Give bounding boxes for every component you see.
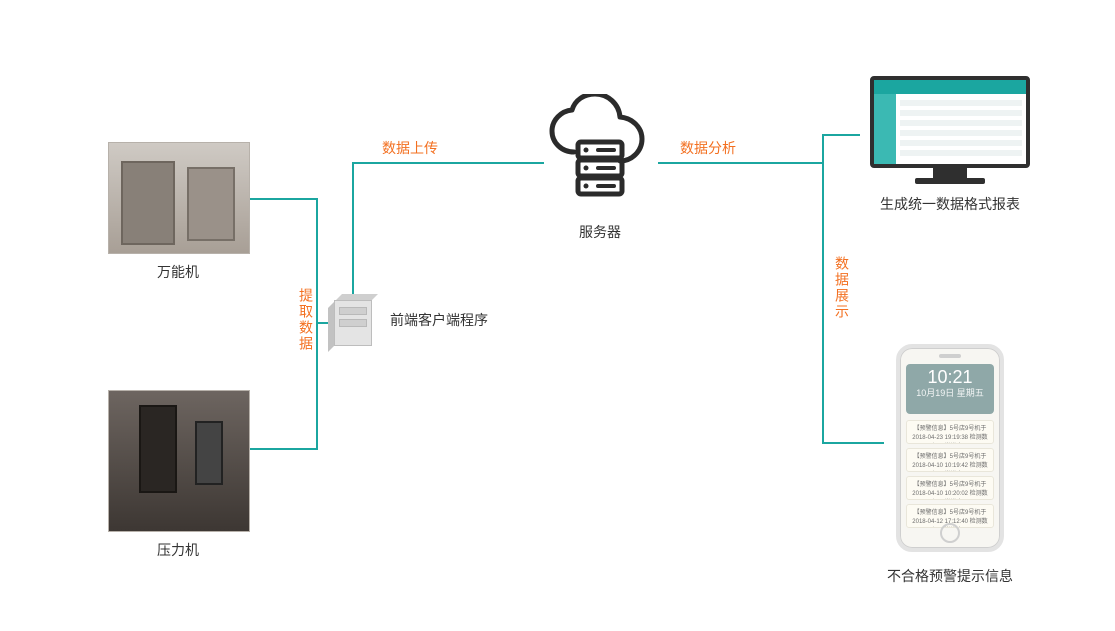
edge-m2-client-h (248, 448, 318, 450)
machine1-photo (108, 142, 250, 254)
phone-icon: 10:21 10月19日 星期五 【预警信息】5号店9号机于2018-04-23… (896, 344, 1004, 552)
edge-label-analyze: 数据分析 (680, 138, 736, 158)
phone-time: 10:21 (906, 368, 994, 386)
machine2-label: 压力机 (108, 540, 248, 560)
machine2-photo (108, 390, 250, 532)
edge-m2-client-v (316, 322, 318, 450)
edge-label-extract: 提取数据 (296, 288, 316, 352)
phone-label: 不合格预警提示信息 (870, 566, 1030, 586)
node-client: 前端客户端程序 (328, 294, 488, 346)
node-machine1: 万能机 (108, 142, 248, 282)
edge-right-phone-v (822, 162, 824, 444)
edge-client-server-h (352, 162, 544, 164)
edge-m1-client-h (248, 198, 318, 200)
monitor-icon (870, 76, 1030, 186)
node-server: 服务器 (540, 94, 660, 242)
edge-server-right (658, 162, 824, 164)
monitor-label: 生成统一数据格式报表 (860, 194, 1040, 214)
edge-label-upload: 数据上传 (382, 138, 438, 158)
client-label: 前端客户端程序 (390, 310, 488, 330)
server-label: 服务器 (540, 222, 660, 242)
node-monitor: 生成统一数据格式报表 (860, 76, 1040, 214)
machine1-label: 万能机 (108, 262, 248, 282)
phone-notif-1: 【预警信息】5号店9号机于2018-04-10 10:19:42 检测数据异常进… (906, 448, 994, 472)
phone-date: 10月19日 星期五 (906, 386, 994, 399)
phone-notif-0: 【预警信息】5号店9号机于2018-04-23 19:19:38 检测数据异常进… (906, 420, 994, 444)
edge-right-monitor-v (822, 134, 824, 164)
edge-client-server-v (352, 162, 354, 294)
node-machine2: 压力机 (108, 390, 248, 560)
node-phone: 10:21 10月19日 星期五 【预警信息】5号店9号机于2018-04-23… (870, 344, 1030, 586)
edge-right-monitor-h (822, 134, 860, 136)
rack-icon (328, 294, 372, 346)
edge-m1-client-v (316, 198, 318, 322)
phone-lockscreen: 10:21 10月19日 星期五 (906, 364, 994, 414)
cloud-server-icon (540, 94, 660, 214)
phone-notif-2: 【预警信息】5号店9号机于2018-04-10 10:20:02 检测数据异常进… (906, 476, 994, 500)
edge-label-display: 数据展示 (832, 256, 852, 320)
